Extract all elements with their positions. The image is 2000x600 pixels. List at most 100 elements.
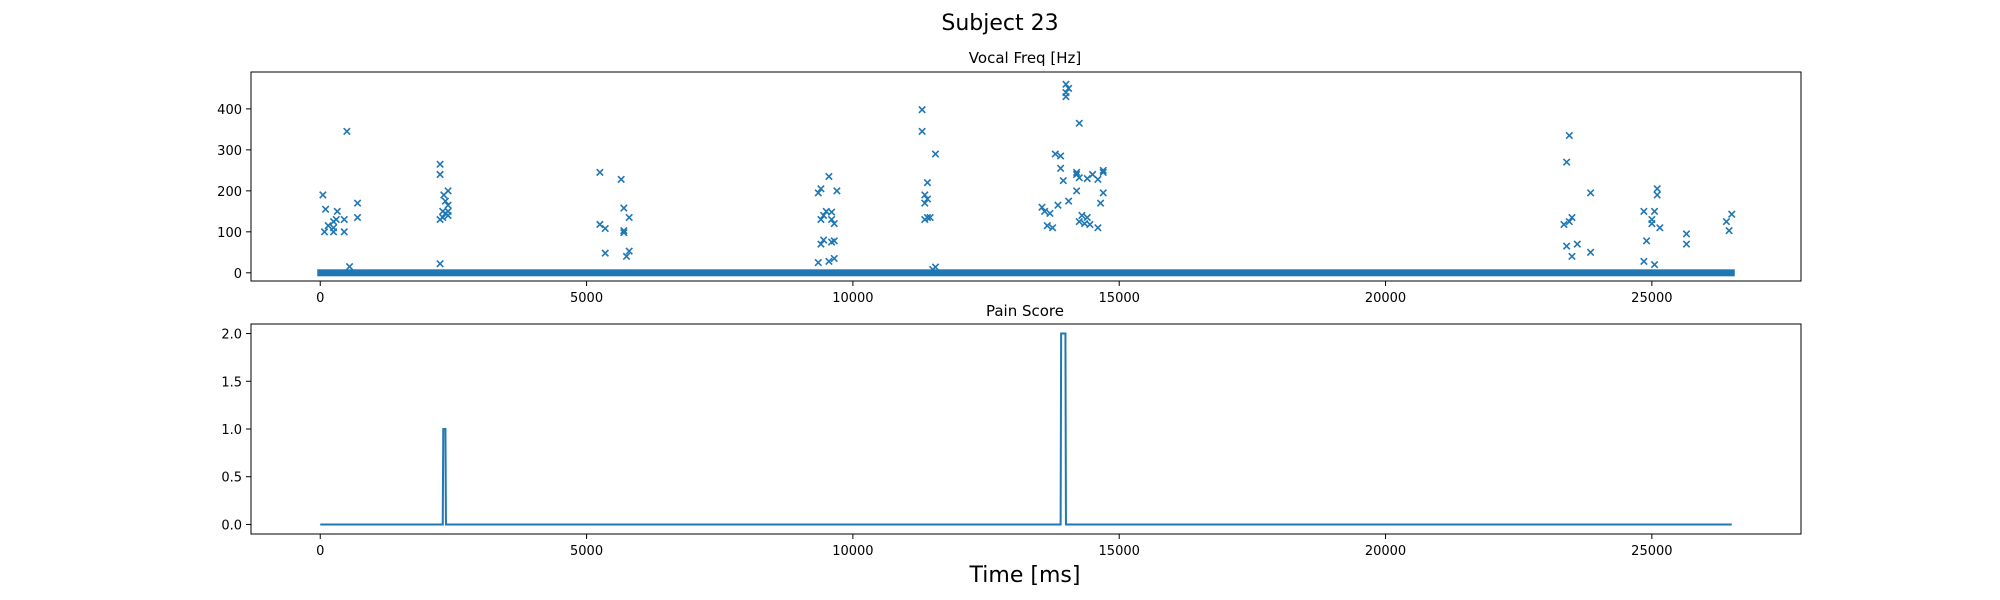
x-axis-label: Time [ms]	[969, 563, 1081, 588]
pain-score-plot-area	[320, 332, 1732, 526]
vocal-freq-point	[814, 189, 823, 197]
vocal-freq-point	[1586, 189, 1595, 197]
vocal-freq-point	[1059, 176, 1068, 185]
figure-title: Subject 23	[941, 11, 1058, 36]
vocal-freq-point	[320, 228, 329, 236]
vocal-freq-point	[1725, 226, 1733, 235]
vocal-freq-point	[926, 213, 934, 222]
vocal-freq-panel: Vocal Freq [Hz] 0 5000 10000 15000 20000 2500…	[217, 49, 1802, 306]
vocal-freq-point	[918, 127, 926, 136]
vocal-freq-point	[333, 207, 342, 216]
vocal-freq-point	[923, 195, 932, 203]
vocal-freq-point	[625, 247, 633, 255]
vocal-freq-point	[931, 263, 940, 271]
vocal-freq-point	[931, 150, 940, 158]
vocal-freq-point	[1573, 240, 1582, 248]
vocal-freq-point	[436, 215, 444, 224]
vocal-freq-point	[444, 211, 452, 220]
vocal-freq-point	[1062, 80, 1070, 89]
vocal-freq-point	[1094, 223, 1102, 232]
pain-score-x-tick-label: 0	[316, 544, 324, 559]
vocal-freq-point	[319, 191, 327, 199]
vocal-freq-point	[923, 178, 932, 187]
vocal-freq-point	[825, 172, 833, 181]
vocal-freq-point	[1072, 168, 1081, 177]
vocal-freq-y-tick-label: 400	[217, 103, 242, 118]
vocal-freq-point	[340, 228, 348, 236]
vocal-freq-point	[1078, 211, 1086, 220]
pain-score-x-tick-label: 5000	[570, 544, 603, 559]
vocal-freq-point	[1562, 158, 1571, 166]
vocal-freq-point	[817, 215, 825, 224]
vocal-freq-point	[1051, 150, 1060, 158]
vocal-freq-point	[825, 257, 833, 266]
vocal-freq-point	[814, 258, 823, 267]
vocal-freq-point	[1727, 210, 1736, 218]
vocal-freq-point	[1048, 223, 1057, 232]
vocal-freq-point	[830, 219, 839, 228]
vocal-freq-point	[819, 211, 828, 220]
vocal-freq-point	[353, 213, 362, 222]
vocal-freq-point	[625, 213, 633, 222]
vocal-freq-point	[1062, 88, 1070, 97]
zero-frequency-markers	[317, 269, 1735, 277]
vocal-freq-x-tick-label: 0	[316, 291, 324, 306]
pain-score-ticks: 0 5000 10000 15000 20000 25000 0.0 0.5 1.0 1.5 2.0	[221, 328, 1672, 559]
vocal-freq-point	[601, 224, 609, 233]
vocal-freq-point	[1040, 207, 1049, 216]
vocal-freq-point	[1072, 187, 1081, 195]
pain-score-axes-frame	[250, 323, 1802, 535]
vocal-freq-x-tick-label: 10000	[832, 291, 873, 306]
vocal-freq-point	[1650, 207, 1659, 216]
vocal-freq-point	[1064, 197, 1073, 205]
vocal-freq-point	[620, 226, 628, 235]
vocal-freq-plot-area	[317, 80, 1736, 277]
pain-score-y-tick-label: 0.0	[221, 518, 242, 533]
vocal-freq-point	[1099, 168, 1107, 177]
vocal-freq-point	[1562, 242, 1571, 250]
pain-score-title: Pain Score	[986, 302, 1064, 320]
vocal-freq-point	[921, 191, 929, 199]
vocal-freq-title: Vocal Freq [Hz]	[969, 49, 1081, 67]
pain-score-panel: Pain Score 0 5000 10000 15000 20000 250000.00…	[221, 302, 1802, 559]
vocal-freq-point	[1656, 223, 1664, 232]
vocal-freq-point	[827, 208, 836, 216]
vocal-freq-point	[1640, 257, 1648, 266]
vocal-freq-point	[444, 201, 452, 209]
pain-score-x-tick-label: 20000	[1365, 544, 1406, 559]
vocal-freq-point	[1565, 217, 1574, 226]
vocal-freq-point	[444, 187, 452, 195]
pain-score-y-tick-label: 1.5	[221, 375, 242, 390]
pain-score-y-tick-label: 1.0	[221, 423, 242, 438]
vocal-freq-point	[321, 205, 330, 214]
vocal-freq-point	[436, 170, 444, 179]
vocal-freq-point	[332, 215, 340, 224]
vocal-freq-x-tick-label: 25000	[1631, 291, 1672, 306]
vocal-freq-point	[1682, 230, 1691, 238]
vocal-freq-point	[1650, 260, 1659, 269]
vocal-freq-point	[601, 249, 609, 257]
vocal-freq-point	[1648, 219, 1656, 228]
pain-score-x-tick-label: 10000	[832, 544, 873, 559]
vocal-freq-point	[918, 105, 926, 114]
vocal-freq-point	[1075, 119, 1084, 127]
vocal-freq-point	[1642, 237, 1651, 245]
vocal-freq-x-tick-label: 15000	[1099, 291, 1140, 306]
vocal-freq-point	[329, 228, 338, 236]
vocal-freq-point	[1094, 175, 1102, 184]
vocal-freq-point	[1640, 207, 1648, 216]
vocal-freq-point	[436, 260, 444, 268]
vocal-freq-point	[353, 199, 362, 207]
vocal-freq-point	[1056, 152, 1065, 160]
vocal-freq-point	[620, 228, 628, 237]
vocal-freq-point	[617, 175, 625, 184]
vocal-freq-point	[436, 160, 444, 168]
vocal-freq-point	[1653, 191, 1661, 199]
vocal-freq-point	[1722, 217, 1731, 226]
vocal-freq-point	[1682, 240, 1691, 248]
vocal-freq-ticks: 0 5000 10000 15000 20000 25000 0 100 200 300 400	[217, 103, 1672, 306]
vocal-freq-point	[441, 197, 450, 205]
vocal-freq-point	[830, 254, 839, 263]
vocal-freq-point	[1560, 220, 1568, 229]
